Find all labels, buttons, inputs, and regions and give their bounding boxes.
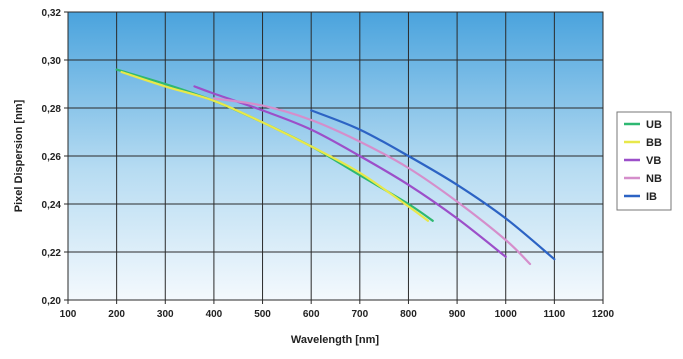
x-tick-label: 200 [108, 309, 125, 320]
legend: UB BB VB NB IB [616, 111, 672, 211]
y-tick-label: 0,30 [42, 56, 62, 67]
x-tick-label: 1200 [592, 309, 615, 320]
series-line-nb [212, 97, 532, 266]
x-tick-label: 800 [400, 309, 417, 320]
y-axis-title: Pixel Dispersion [nm] [13, 99, 25, 212]
y-tick-label: 0,24 [42, 200, 62, 211]
legend-label-nb: NB [646, 173, 662, 185]
series-line-ib [310, 109, 556, 261]
grid [68, 12, 603, 300]
legend-label-bb: BB [646, 137, 662, 149]
y-tick-label: 0,26 [42, 152, 62, 163]
series-line-bb [120, 70, 430, 222]
x-tick-label: 100 [60, 309, 77, 320]
plot-frame [67, 11, 604, 301]
legend-label-ib: IB [646, 191, 657, 203]
x-tick-label: 700 [351, 309, 368, 320]
y-tick-label: 0,20 [42, 296, 62, 307]
legend-label-ub: UB [646, 119, 662, 131]
y-tick-label: 0,28 [42, 104, 62, 115]
x-tick-label: 500 [254, 309, 271, 320]
series-group [115, 68, 556, 266]
legend-label-vb: VB [646, 155, 661, 167]
x-tick-label: 900 [449, 309, 466, 320]
x-tick-label: 300 [157, 309, 174, 320]
y-tick-label: 0,22 [42, 248, 62, 259]
y-tick-label: 0,32 [42, 8, 62, 19]
x-tick-label: 400 [206, 309, 223, 320]
x-tick-label: 600 [303, 309, 320, 320]
axes: 100 200 300 400 500 600 700 800 900 1000 1100 1200 0… [42, 8, 615, 320]
x-tick-label: 1100 [544, 309, 566, 320]
series-line-vb [193, 85, 507, 258]
x-axis-title: Wavelength [nm] [291, 334, 380, 346]
x-tick-label: 1000 [495, 309, 518, 320]
